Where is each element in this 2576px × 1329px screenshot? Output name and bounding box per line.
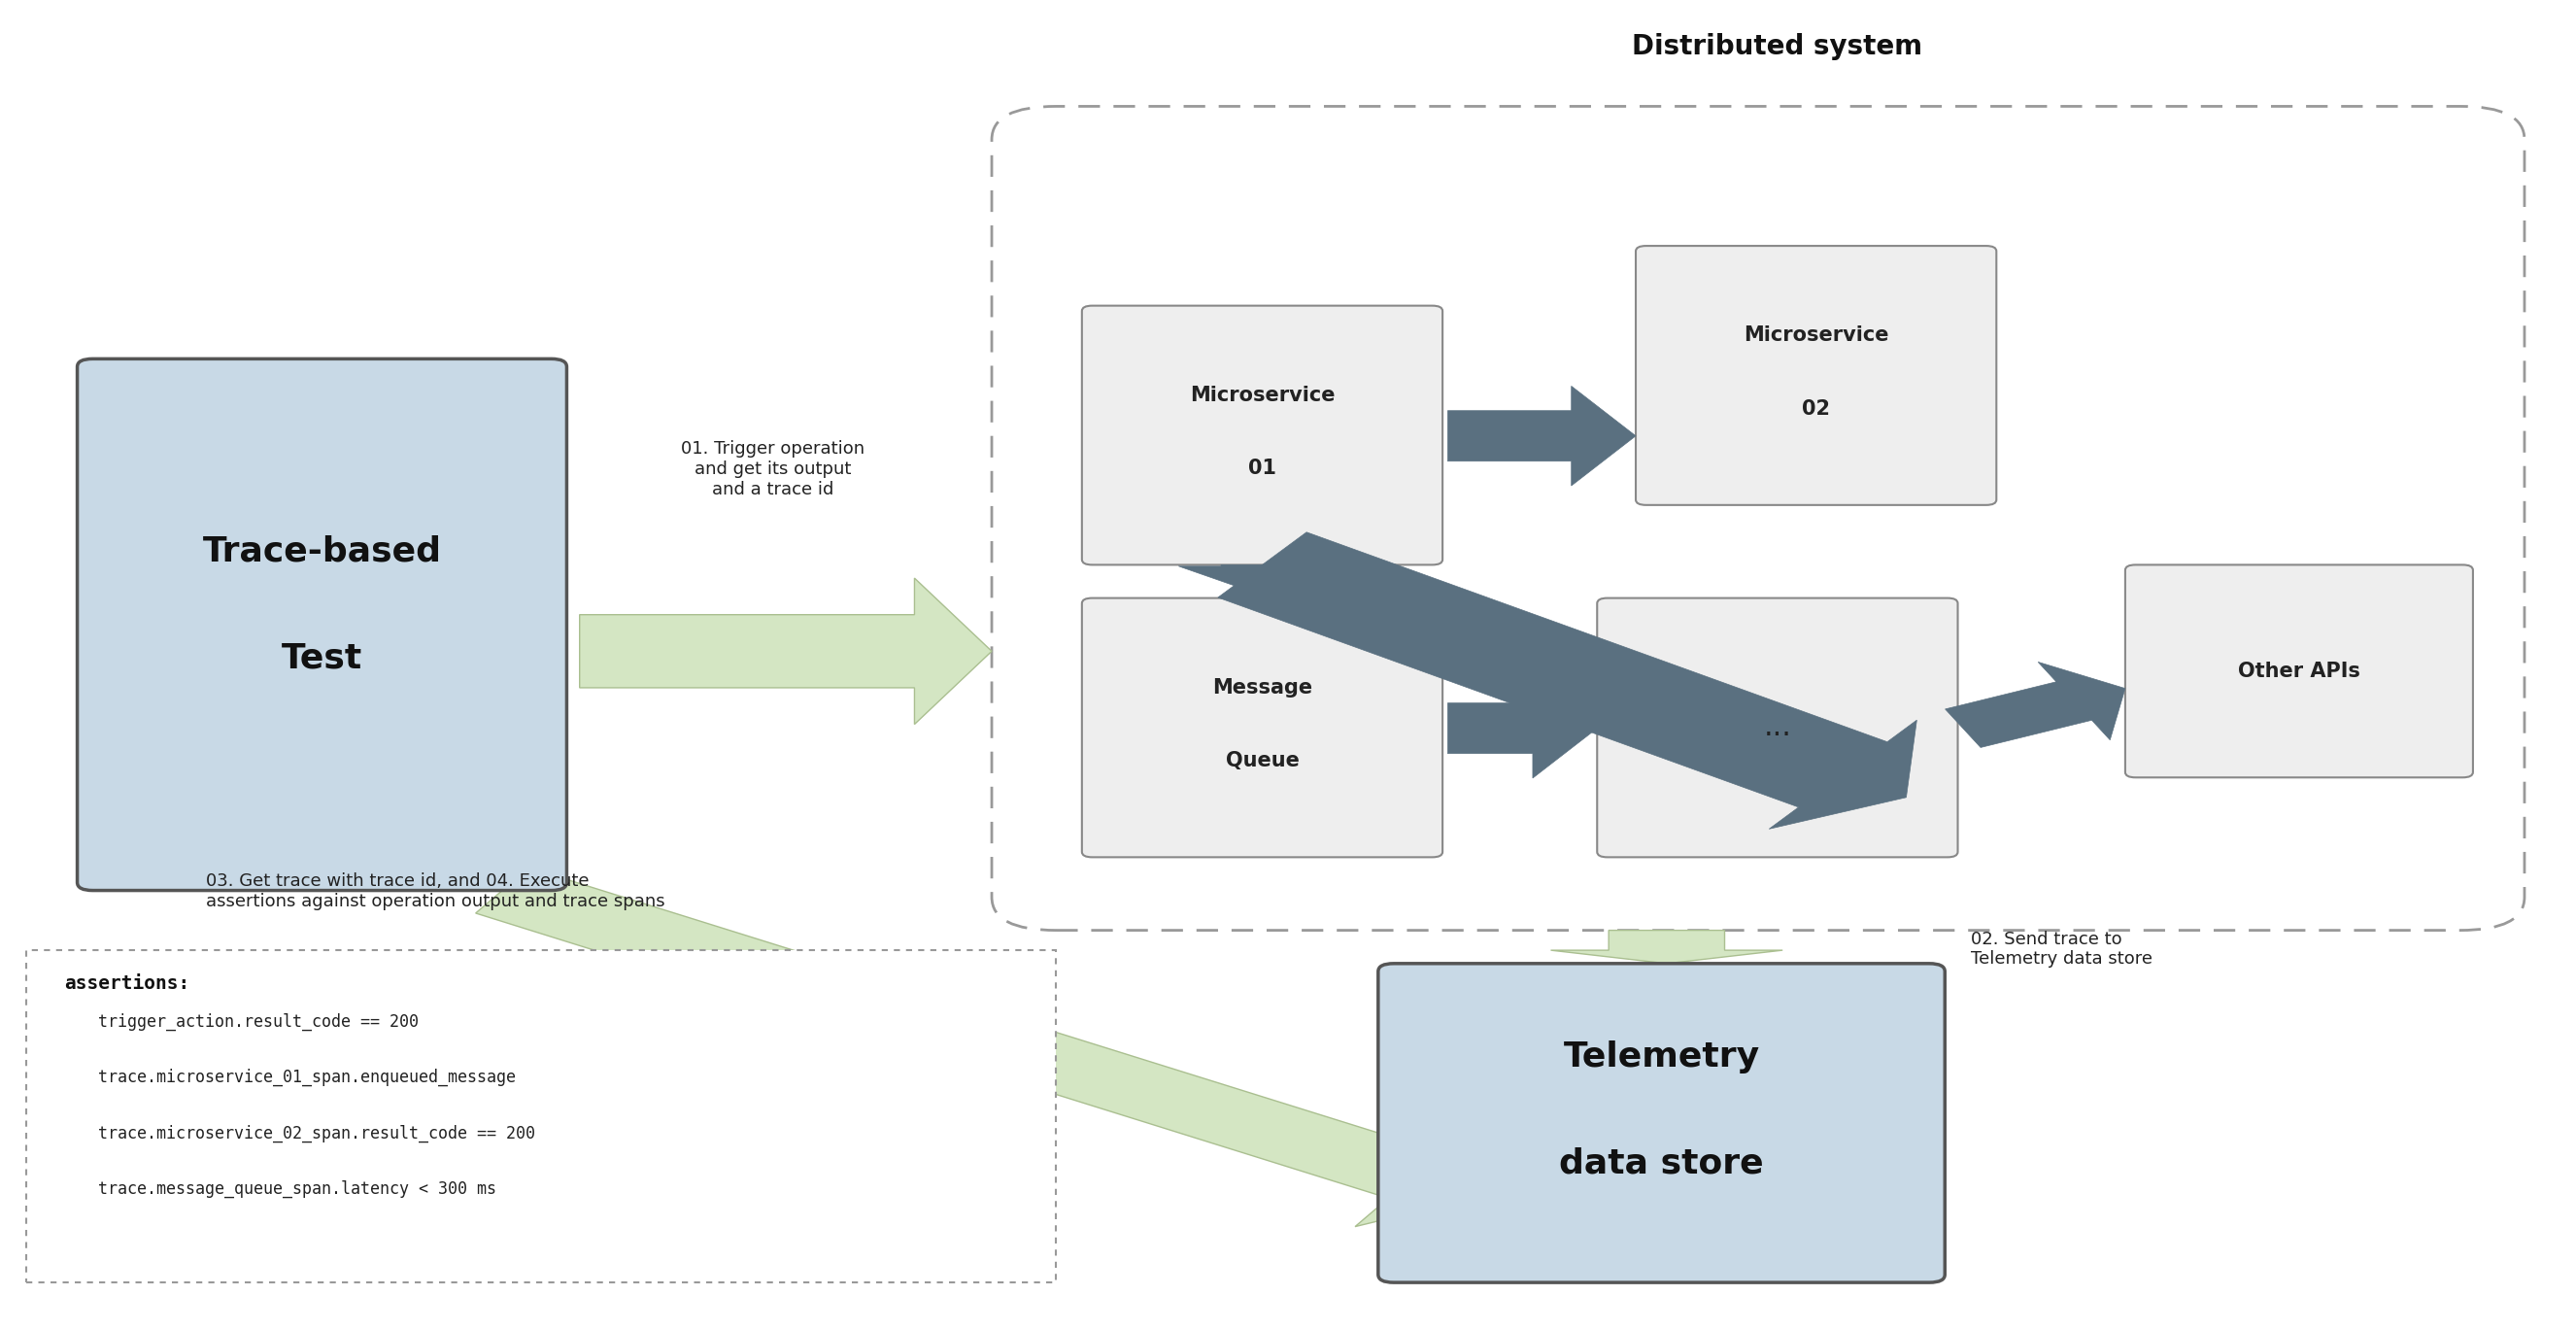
Polygon shape [477, 868, 1481, 1227]
Text: Queue: Queue [1226, 751, 1298, 771]
FancyBboxPatch shape [77, 359, 567, 890]
FancyBboxPatch shape [992, 106, 2524, 930]
Polygon shape [580, 578, 992, 724]
Text: Other APIs: Other APIs [2239, 662, 2360, 680]
Text: data store: data store [1558, 1147, 1765, 1179]
Text: trigger_action.result_code == 200: trigger_action.result_code == 200 [98, 1013, 417, 1030]
Text: Microservice: Microservice [1744, 326, 1888, 346]
Text: 03. Get trace with trace id, and 04. Execute
assertions against operation output: 03. Get trace with trace id, and 04. Exe… [206, 873, 665, 910]
Text: Distributed system: Distributed system [1633, 33, 1922, 60]
Polygon shape [1218, 532, 1917, 829]
FancyBboxPatch shape [1636, 246, 1996, 505]
Text: Trace-based: Trace-based [204, 536, 440, 567]
Text: 02. Send trace to
Telemetry data store: 02. Send trace to Telemetry data store [1971, 930, 2154, 968]
Text: Microservice: Microservice [1190, 385, 1334, 405]
Text: 01: 01 [1249, 459, 1275, 478]
FancyBboxPatch shape [1378, 964, 1945, 1282]
Text: Message: Message [1213, 678, 1311, 698]
Text: trace.microservice_01_span.enqueued_message: trace.microservice_01_span.enqueued_mess… [98, 1069, 515, 1086]
FancyBboxPatch shape [2125, 565, 2473, 777]
Text: 02: 02 [1803, 399, 1829, 419]
Polygon shape [1448, 387, 1636, 485]
Text: Test: Test [281, 642, 363, 674]
Polygon shape [1177, 565, 1345, 595]
Text: Telemetry: Telemetry [1564, 1041, 1759, 1073]
Text: trace.microservice_02_span.result_code == 200: trace.microservice_02_span.result_code =… [98, 1124, 536, 1142]
Text: trace.message_queue_span.latency < 300 ms: trace.message_queue_span.latency < 300 m… [98, 1180, 497, 1197]
FancyBboxPatch shape [26, 950, 1056, 1282]
Text: assertions:: assertions: [64, 974, 191, 993]
FancyBboxPatch shape [1082, 598, 1443, 857]
Polygon shape [1448, 679, 1597, 777]
FancyBboxPatch shape [1597, 598, 1958, 857]
FancyBboxPatch shape [1082, 306, 1443, 565]
Polygon shape [1945, 662, 2125, 747]
Text: ...: ... [1765, 714, 1790, 742]
Text: 01. Trigger operation
and get its output
and a trace id: 01. Trigger operation and get its output… [680, 440, 866, 498]
Polygon shape [1551, 930, 1783, 964]
